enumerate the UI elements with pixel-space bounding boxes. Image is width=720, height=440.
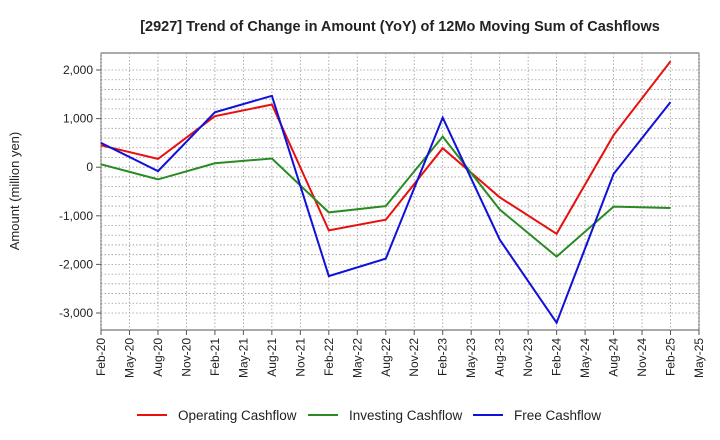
legend-label: Free Cashflow bbox=[514, 408, 601, 423]
x-tick-label: May-25 bbox=[692, 338, 706, 378]
y-tick-label: 0 bbox=[86, 160, 93, 174]
legend: Operating Cashflow Investing Cashflow Free… bbox=[137, 408, 601, 423]
series-lines bbox=[100, 60, 672, 325]
y-tick-label: 1,000 bbox=[63, 112, 93, 126]
y-tick-label: -2,000 bbox=[59, 257, 93, 271]
x-tick-label: May-23 bbox=[464, 338, 478, 378]
x-tick-label: Aug-20 bbox=[151, 338, 165, 377]
x-tick-label: Nov-24 bbox=[635, 338, 649, 377]
x-tick-label: Nov-22 bbox=[407, 338, 421, 377]
x-axis-ticks: Feb-20 May-20 Aug-20 Nov-20 Feb-21 May-21 Aug-… bbox=[94, 330, 706, 378]
x-tick-label: Nov-21 bbox=[293, 338, 307, 377]
x-tick-label: Feb-21 bbox=[208, 338, 222, 376]
x-tick-label: May-22 bbox=[350, 338, 364, 378]
x-tick-label: Feb-22 bbox=[322, 338, 336, 376]
chart-title: [2927] Trend of Change in Amount (YoY) o… bbox=[140, 19, 660, 35]
y-tick-label: 2,000 bbox=[63, 63, 93, 77]
series-line-investing-cashflow bbox=[100, 134, 671, 258]
y-tick-label: -1,000 bbox=[59, 209, 93, 223]
legend-label: Investing Cashflow bbox=[349, 408, 463, 423]
plot-area bbox=[100, 52, 700, 331]
series-line-free-cashflow bbox=[100, 94, 672, 325]
y-axis-label: Amount (million yen) bbox=[7, 132, 22, 251]
x-tick-label: Aug-24 bbox=[607, 338, 621, 377]
x-tick-label: Nov-20 bbox=[179, 338, 193, 377]
x-tick-label: Feb-23 bbox=[436, 338, 450, 376]
x-tick-label: May-20 bbox=[122, 338, 136, 378]
x-tick-label: Nov-23 bbox=[521, 338, 535, 377]
x-tick-label: May-24 bbox=[578, 338, 592, 378]
x-tick-label: Aug-21 bbox=[265, 338, 279, 377]
x-tick-label: May-21 bbox=[236, 338, 250, 378]
x-tick-label: Feb-24 bbox=[550, 338, 564, 376]
y-tick-label: -3,000 bbox=[59, 306, 93, 320]
x-tick-label: Feb-25 bbox=[664, 338, 678, 376]
x-tick-label: Aug-22 bbox=[379, 338, 393, 377]
x-tick-label: Aug-23 bbox=[493, 338, 507, 377]
series-line-operating-cashflow bbox=[100, 60, 672, 236]
legend-label: Operating Cashflow bbox=[178, 408, 297, 423]
y-axis-ticks: 2,000 1,000 0 -1,000 -2,000 -3,000 bbox=[59, 63, 101, 320]
x-tick-label: Feb-20 bbox=[94, 338, 108, 376]
